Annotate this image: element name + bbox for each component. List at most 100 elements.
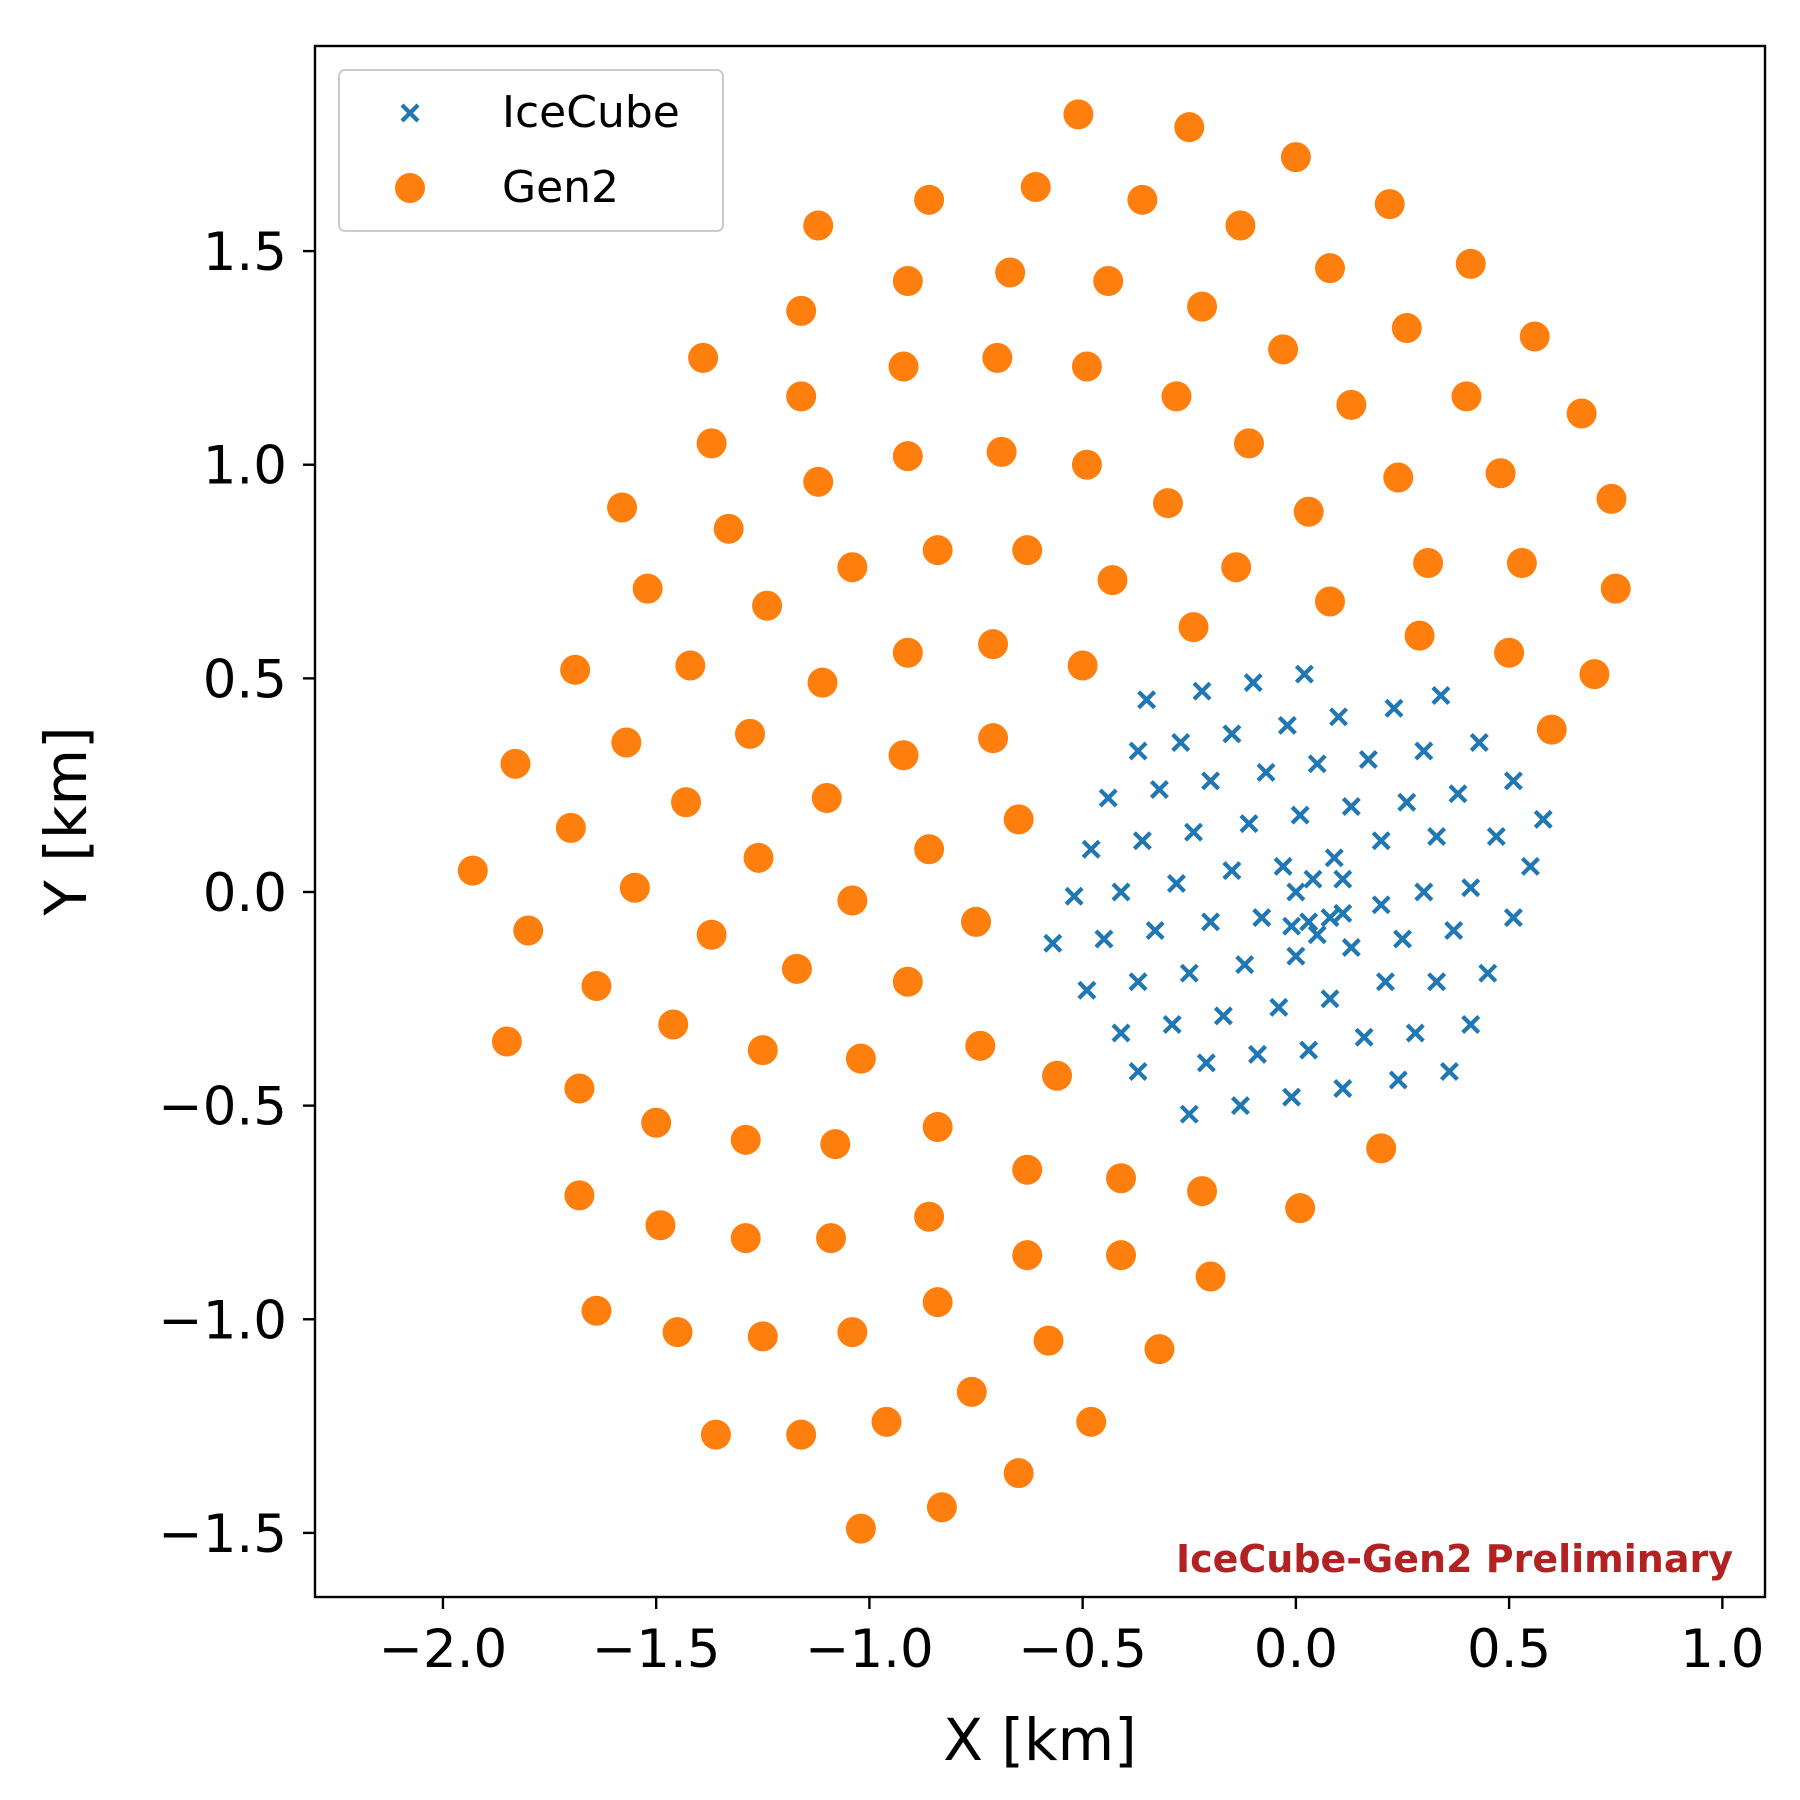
icecube-point <box>1486 826 1506 846</box>
gen2-point <box>837 1317 868 1348</box>
icecube-point <box>1307 754 1327 774</box>
icecube-point <box>1503 771 1523 791</box>
gen2-point <box>1519 321 1550 352</box>
gen2-point <box>1067 650 1098 681</box>
gen2-point <box>513 915 544 946</box>
gen2-point <box>1097 565 1128 596</box>
gen2-point <box>1106 1240 1137 1271</box>
gen2-point <box>1033 1325 1064 1356</box>
icecube-point <box>1405 1023 1425 1043</box>
gen2-point <box>1003 804 1034 835</box>
gen2-point <box>1020 172 1051 202</box>
y-axis-ticks: −1.5 −1.0 −0.5 0.0 0.5 1.0 1.5 <box>158 222 315 1565</box>
icecube-point <box>1286 882 1306 902</box>
gen2-point <box>491 1026 522 1057</box>
icecube-point <box>1273 856 1293 876</box>
legend-symbol-icecube <box>400 103 420 123</box>
gen2-point <box>564 1073 595 1104</box>
y-tick-label: 0.0 <box>203 863 287 924</box>
gen2-point <box>816 1223 847 1254</box>
icecube-point <box>1448 784 1468 804</box>
icecube-point <box>1149 779 1169 799</box>
gen2-point <box>1161 381 1192 412</box>
gen2-point <box>1404 620 1435 651</box>
gen2-point <box>1374 189 1405 220</box>
gen2-point <box>1366 1133 1397 1164</box>
gen2-point <box>752 590 783 621</box>
gen2-point <box>978 723 1009 754</box>
gen2-point <box>803 466 834 497</box>
icecube-point <box>1427 826 1447 846</box>
x-tick-label: −0.5 <box>1018 1619 1147 1680</box>
gen2-point <box>632 573 663 604</box>
gen2-point <box>696 919 727 950</box>
gen2-point <box>1012 1240 1043 1271</box>
icecube-point <box>1171 732 1191 752</box>
icecube-point <box>1299 1040 1319 1060</box>
gen2-point <box>1268 334 1299 365</box>
icecube-point <box>1269 997 1289 1017</box>
gen2-point <box>1076 1406 1107 1437</box>
gen2-point <box>914 834 945 865</box>
icecube-point <box>1354 1027 1374 1047</box>
gen2-point <box>1391 313 1422 343</box>
legend-label-icecube: IceCube <box>502 87 680 138</box>
gen2-point <box>1003 1458 1034 1489</box>
icecube-point <box>1222 861 1242 881</box>
icecube-point <box>1196 1053 1216 1073</box>
x-axis-ticks: −2.0 −1.5 −1.0 −0.5 0.0 0.5 1.0 <box>379 1597 1765 1680</box>
gen2-point <box>1152 488 1183 519</box>
gen2-point <box>457 855 488 886</box>
gen2-point <box>1187 1176 1218 1207</box>
gen2-point <box>1178 612 1209 643</box>
gen2-point <box>581 1295 612 1326</box>
icecube-point <box>1320 908 1340 928</box>
gen2-point <box>675 650 706 681</box>
gen2-point <box>892 637 923 668</box>
gen2-point <box>1485 458 1516 489</box>
icecube-point <box>1358 750 1378 770</box>
icecube-point <box>1137 690 1157 710</box>
icecube-point <box>1043 933 1063 953</box>
gen2-point <box>700 1419 731 1450</box>
icecube-point <box>1414 882 1434 902</box>
icecube-point <box>1333 1079 1353 1099</box>
gen2-point <box>564 1180 595 1211</box>
y-tick-label: 0.5 <box>203 649 287 710</box>
icecube-point <box>1371 895 1391 915</box>
gen2-point <box>1187 291 1218 322</box>
gen2-point <box>1012 535 1043 566</box>
gen2-point <box>837 885 868 916</box>
y-tick-label: 1.0 <box>203 436 287 497</box>
icecube-point <box>1248 1044 1267 1064</box>
icecube-point <box>1239 814 1259 834</box>
gen2-point <box>662 1317 693 1348</box>
gen2-point <box>1336 389 1367 420</box>
data-points <box>457 99 1631 1544</box>
gen2-point <box>820 1129 851 1160</box>
gen2-point <box>1455 248 1486 279</box>
gen2-point <box>965 1030 996 1061</box>
icecube-point <box>1320 989 1340 1009</box>
gen2-point <box>892 441 923 472</box>
icecube-point <box>1371 831 1391 851</box>
gen2-point <box>926 1492 957 1523</box>
icecube-point <box>1469 732 1489 752</box>
gen2-point <box>986 436 1017 467</box>
gen2-point <box>1280 142 1311 173</box>
icecube-point <box>1384 698 1404 718</box>
gen2-point <box>914 1201 945 1232</box>
gen2-point <box>1144 1334 1175 1365</box>
gen2-point <box>781 953 812 984</box>
icecube-point <box>1132 831 1152 851</box>
gen2-point <box>888 740 919 771</box>
gen2-point <box>922 535 953 566</box>
icecube-point <box>1290 805 1310 825</box>
icecube-point <box>1111 882 1131 902</box>
gen2-point <box>713 513 744 544</box>
gen2-point <box>1383 462 1414 493</box>
y-tick-label: −0.5 <box>158 1077 287 1138</box>
icecube-point <box>1341 797 1361 817</box>
legend-symbol-gen2 <box>395 173 425 203</box>
y-axis-label: Y [km] <box>32 726 100 916</box>
